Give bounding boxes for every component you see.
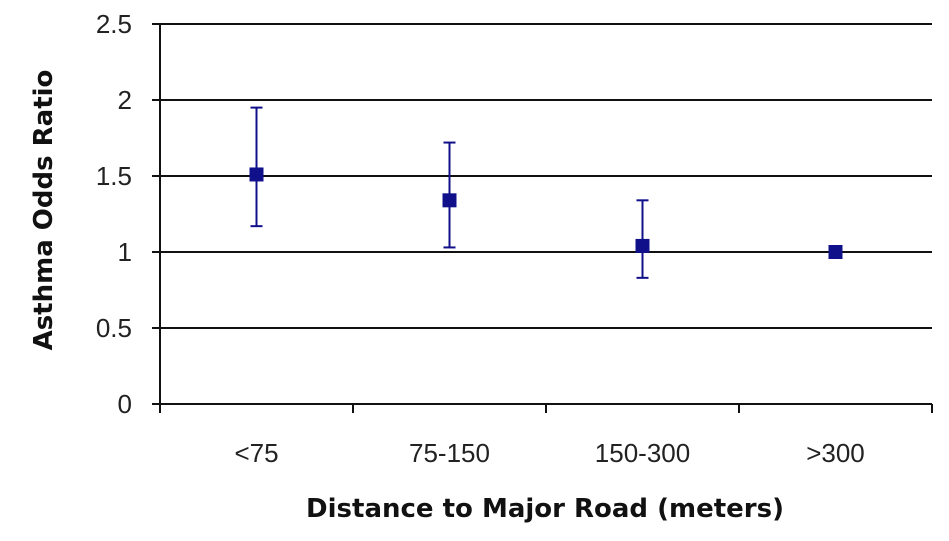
- data-point: [442, 193, 457, 208]
- data-point: [635, 238, 650, 253]
- x-tick-label: <75: [234, 438, 278, 468]
- y-tick-label: 1.5: [96, 161, 132, 191]
- y-tick-label: 1: [118, 237, 132, 267]
- x-tick-label: 150-300: [595, 438, 690, 468]
- y-tick-label: 0.5: [96, 313, 132, 343]
- data-point: [249, 167, 264, 182]
- y-tick-label: 0: [118, 389, 132, 419]
- data-marks: [249, 106, 843, 279]
- x-tick-label: 75-150: [409, 438, 490, 468]
- x-tick-label: >300: [806, 438, 865, 468]
- y-tick-labels: 0 0.5 1 1.5 2 2.5: [96, 9, 132, 419]
- y-tick-label: 2: [118, 85, 132, 115]
- data-point: [828, 245, 843, 259]
- y-axis-title: Asthma Odds Ratio: [29, 70, 59, 351]
- y-tick-label: 2.5: [96, 9, 132, 39]
- gridlines: [160, 23, 932, 329]
- axes: [152, 23, 933, 413]
- x-axis-title: Distance to Major Road (meters): [306, 494, 784, 524]
- x-tick-labels: <75 75-150 150-300 >300: [234, 438, 864, 468]
